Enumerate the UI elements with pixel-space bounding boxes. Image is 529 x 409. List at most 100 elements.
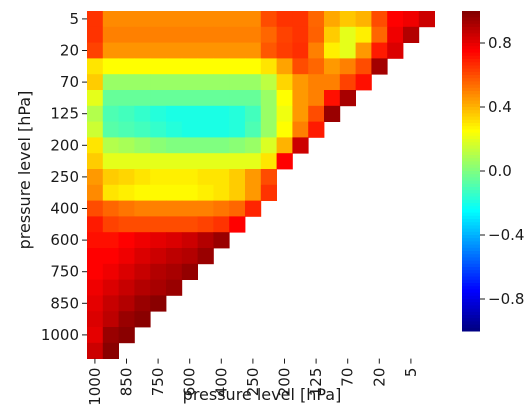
colorbar-segment: [462, 11, 480, 15]
heatmap-cell: [181, 169, 198, 186]
heatmap-cell: [166, 169, 183, 186]
heatmap-cell: [213, 105, 230, 122]
heatmap-cell: [150, 121, 167, 138]
heatmap-cell: [229, 169, 246, 186]
heatmap-cell: [166, 248, 183, 265]
heatmap-cell: [229, 11, 246, 28]
heatmap-cell: [339, 58, 356, 75]
heatmap-cell: [134, 232, 151, 249]
colorbar-segment: [462, 164, 480, 169]
heatmap-cell: [134, 26, 151, 43]
colorbar-segment: [462, 87, 480, 92]
heatmap-cell: [166, 42, 183, 59]
heatmap-cell: [229, 58, 246, 75]
heatmap-cell: [276, 11, 293, 28]
colorbar-segment: [462, 183, 480, 188]
colorbar-segment: [462, 107, 480, 111]
y-tick-label: 850: [50, 294, 79, 312]
heatmap-cell: [213, 58, 230, 75]
heatmap-cell: [87, 137, 104, 154]
heatmap-cell: [355, 11, 372, 28]
heatmap-cell: [197, 232, 214, 249]
heatmap-cell: [197, 169, 214, 186]
colorbar-segment: [462, 126, 480, 130]
heatmap-cell: [324, 58, 341, 75]
heatmap-cell: [102, 342, 119, 359]
colorbar-segment: [462, 318, 480, 322]
colorbar-segment: [462, 91, 480, 95]
heatmap-cell: [260, 184, 277, 201]
heatmap-cell: [166, 105, 183, 122]
heatmap-cell: [197, 248, 214, 265]
heatmap-cell: [181, 200, 198, 217]
colorbar-segment: [462, 23, 480, 28]
x-tick-label: 5: [402, 368, 420, 378]
heatmap-cell: [181, 90, 198, 107]
colorbar-segment: [462, 219, 480, 223]
heatmap-cell: [134, 295, 151, 312]
heatmap-cell: [229, 153, 246, 170]
heatmap-cell: [276, 105, 293, 122]
heatmap-cell: [166, 184, 183, 201]
colorbar-segment: [462, 235, 480, 239]
heatmap-cell: [245, 200, 262, 217]
colorbar-segment: [462, 100, 480, 105]
heatmap-cell: [324, 26, 341, 43]
colorbar-tick-label: −0.4: [488, 226, 524, 244]
colorbar-segment: [462, 283, 480, 287]
heatmap-cell: [134, 169, 151, 186]
heatmap-cell: [308, 11, 325, 28]
heatmap-cell: [102, 200, 119, 217]
heatmap-cell: [181, 263, 198, 280]
colorbar-segment: [462, 132, 480, 137]
heatmap-cell: [245, 42, 262, 59]
heatmap-cell: [229, 137, 246, 154]
heatmap-cell: [118, 232, 135, 249]
heatmap-cell: [87, 295, 104, 312]
heatmap-cell: [134, 105, 151, 122]
heatmap-cell: [87, 248, 104, 265]
x-tick-label: 1000: [86, 368, 104, 406]
heatmap-cell: [181, 58, 198, 75]
heatmap-cell: [87, 279, 104, 296]
heatmap-cell: [166, 153, 183, 170]
heatmap-cell: [213, 184, 230, 201]
heatmap-cell: [102, 74, 119, 91]
y-axis-title: pressure level [hPa]: [15, 91, 34, 250]
colorbar-segment: [462, 171, 480, 175]
heatmap-cell: [134, 11, 151, 28]
colorbar-segment: [462, 68, 480, 73]
heatmap-cell: [102, 184, 119, 201]
heatmap-cell: [166, 11, 183, 28]
heatmap-cell: [276, 121, 293, 138]
heatmap-cell: [181, 232, 198, 249]
colorbar: [462, 11, 480, 332]
heatmap-cell: [181, 42, 198, 59]
heatmap-cell: [339, 90, 356, 107]
heatmap-cell: [150, 26, 167, 43]
heatmap-cell: [118, 74, 135, 91]
heatmap-cell: [213, 232, 230, 249]
heatmap-cell: [166, 279, 183, 296]
heatmap-cell: [213, 121, 230, 138]
heatmap-cell: [134, 90, 151, 107]
heatmap-cell: [229, 121, 246, 138]
heatmap-cell: [134, 200, 151, 217]
heatmap-cell: [118, 105, 135, 122]
heatmap-cell: [181, 105, 198, 122]
heatmap-cell: [276, 74, 293, 91]
heatmap-cell: [213, 153, 230, 170]
heatmap-cell: [118, 311, 135, 328]
y-tick-label: 20: [60, 42, 79, 60]
x-tick-label: 600: [181, 368, 199, 397]
y-tick-label: 750: [50, 263, 79, 281]
heatmap-cell: [308, 90, 325, 107]
heatmap-cell: [150, 105, 167, 122]
heatmap-cell: [87, 42, 104, 59]
x-tick-label: 125: [307, 368, 325, 397]
colorbar-segment: [462, 14, 480, 18]
heatmap-cell: [102, 279, 119, 296]
heatmap-cell: [118, 327, 135, 344]
heatmap-cell: [102, 121, 119, 138]
